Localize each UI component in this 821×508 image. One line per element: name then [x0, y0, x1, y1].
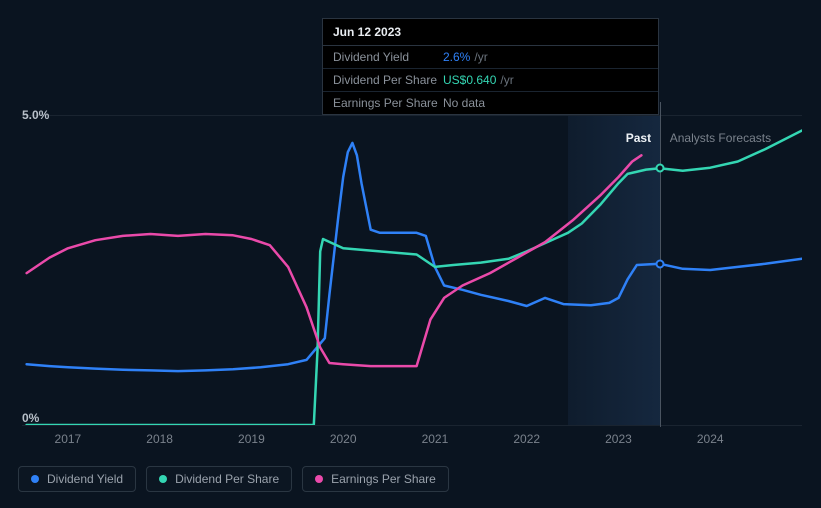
series-marker	[655, 259, 664, 268]
tooltip-row: Dividend Per Share US$0.640 /yr	[323, 69, 658, 92]
gridline	[22, 425, 802, 426]
legend-item-earnings-per-share[interactable]: Earnings Per Share	[302, 466, 449, 492]
series-marker	[655, 164, 664, 173]
plot-area[interactable]	[22, 115, 802, 425]
legend-label: Earnings Per Share	[331, 472, 436, 486]
legend: Dividend Yield Dividend Per Share Earnin…	[18, 466, 449, 492]
tooltip-row: Dividend Yield 2.6% /yr	[323, 46, 658, 69]
chart-tooltip: Jun 12 2023 Dividend Yield 2.6% /yr Divi…	[322, 18, 659, 115]
x-axis: 2017 2018 2019 2020 2021 2022 2023 2024	[22, 432, 802, 452]
dividend-chart: Jun 12 2023 Dividend Yield 2.6% /yr Divi…	[0, 0, 821, 508]
tooltip-value: No data	[443, 96, 485, 110]
x-axis-tick: 2022	[513, 432, 540, 446]
tooltip-label: Dividend Per Share	[333, 73, 443, 87]
x-axis-tick: 2017	[55, 432, 82, 446]
tooltip-row: Earnings Per Share No data	[323, 92, 658, 114]
legend-swatch	[315, 475, 323, 483]
legend-item-dividend-per-share[interactable]: Dividend Per Share	[146, 466, 292, 492]
tooltip-suffix: /yr	[474, 50, 487, 64]
tooltip-value: US$0.640	[443, 73, 496, 87]
tooltip-date: Jun 12 2023	[323, 19, 658, 46]
x-axis-tick: 2024	[697, 432, 724, 446]
legend-label: Dividend Yield	[47, 472, 123, 486]
legend-swatch	[31, 475, 39, 483]
tooltip-value: 2.6%	[443, 50, 470, 64]
x-axis-tick: 2020	[330, 432, 357, 446]
x-axis-tick: 2019	[238, 432, 265, 446]
tooltip-suffix: /yr	[500, 73, 513, 87]
legend-label: Dividend Per Share	[175, 472, 279, 486]
tooltip-label: Dividend Yield	[333, 50, 443, 64]
legend-item-dividend-yield[interactable]: Dividend Yield	[18, 466, 136, 492]
x-axis-tick: 2021	[422, 432, 449, 446]
tooltip-label: Earnings Per Share	[333, 96, 443, 110]
x-axis-tick: 2023	[605, 432, 632, 446]
series-lines	[22, 115, 802, 425]
legend-swatch	[159, 475, 167, 483]
x-axis-tick: 2018	[146, 432, 173, 446]
